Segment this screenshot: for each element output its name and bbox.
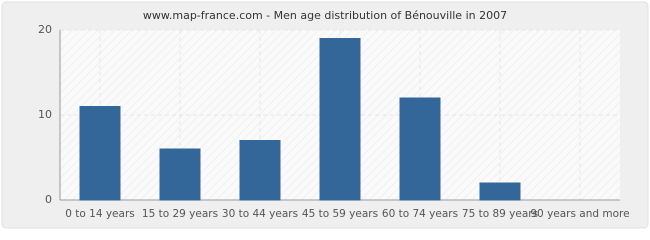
- chart-title: www.map-france.com - Men age distributio…: [143, 9, 507, 22]
- page: www.map-france.com - Men age distributio…: [0, 0, 650, 230]
- bar: [79, 106, 121, 201]
- bar: [479, 182, 521, 201]
- bar: [319, 38, 361, 201]
- y-tick-label: 20: [38, 23, 52, 36]
- bar: [399, 97, 441, 201]
- y-tick-label: 0: [45, 193, 52, 206]
- x-tick-label: 45 to 59 years: [302, 208, 378, 220]
- y-tick-label: 10: [38, 108, 52, 121]
- bar: [159, 148, 201, 201]
- bar: [239, 140, 281, 201]
- x-tick-label: 90 years and more: [530, 208, 629, 220]
- x-tick-label: 30 to 44 years: [222, 208, 298, 220]
- x-tick-label: 60 to 74 years: [382, 208, 458, 220]
- x-tick-label: 15 to 29 years: [142, 208, 218, 220]
- chart: www.map-france.com - Men age distributio…: [1, 1, 649, 229]
- x-tick-label: 0 to 14 years: [65, 208, 135, 220]
- x-tick-label: 75 to 89 years: [462, 208, 538, 220]
